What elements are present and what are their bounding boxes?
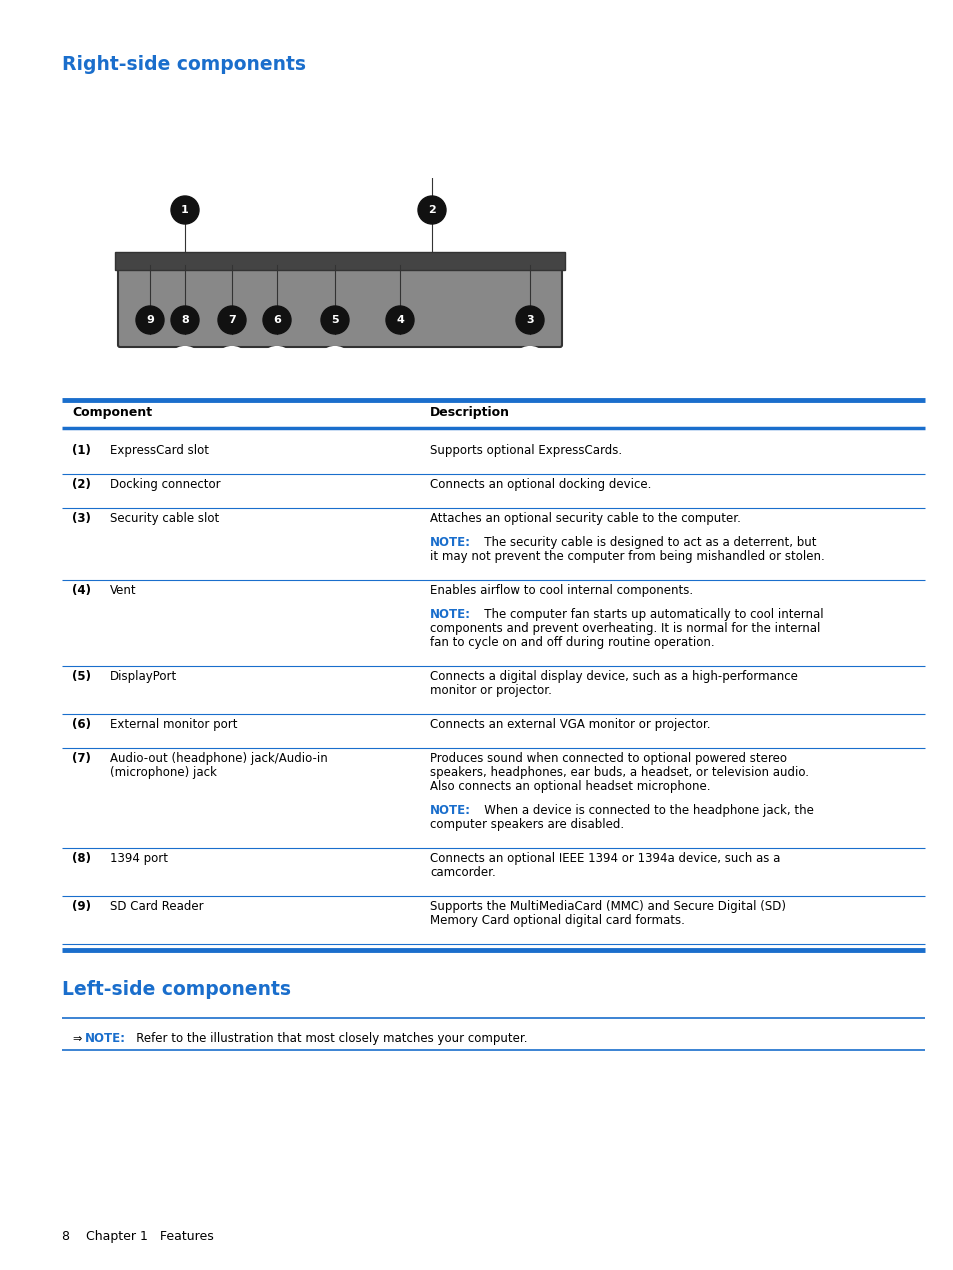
Text: ⇒: ⇒ <box>71 1034 81 1044</box>
Text: monitor or projector.: monitor or projector. <box>430 685 551 697</box>
Text: NOTE:: NOTE: <box>430 608 471 621</box>
Circle shape <box>410 133 454 177</box>
Text: Supports optional ExpressCards.: Supports optional ExpressCards. <box>430 444 621 457</box>
Circle shape <box>386 306 414 334</box>
Text: (7): (7) <box>71 752 91 765</box>
Text: Supports the MultiMediaCard (MMC) and Secure Digital (SD): Supports the MultiMediaCard (MMC) and Se… <box>430 900 785 913</box>
Text: Security cable slot: Security cable slot <box>110 512 219 525</box>
Circle shape <box>171 196 199 224</box>
Text: speakers, headphones, ear buds, a headset, or television audio.: speakers, headphones, ear buds, a headse… <box>430 766 808 779</box>
Text: Attaches an optional security cable to the computer.: Attaches an optional security cable to t… <box>430 512 740 525</box>
Text: (9): (9) <box>71 900 91 913</box>
Circle shape <box>171 306 199 334</box>
Text: Connects an optional IEEE 1394 or 1394a device, such as a: Connects an optional IEEE 1394 or 1394a … <box>430 852 780 865</box>
Text: 5: 5 <box>331 315 338 325</box>
Circle shape <box>136 306 164 334</box>
Text: (2): (2) <box>71 478 91 491</box>
Text: 6: 6 <box>273 315 280 325</box>
Text: SD Card Reader: SD Card Reader <box>110 900 203 913</box>
Circle shape <box>316 347 353 384</box>
Text: (5): (5) <box>71 671 91 683</box>
Text: computer speakers are disabled.: computer speakers are disabled. <box>430 818 623 831</box>
Text: 9: 9 <box>146 315 153 325</box>
Text: 4: 4 <box>395 315 403 325</box>
Text: Docking connector: Docking connector <box>110 478 220 491</box>
Text: Vent: Vent <box>110 584 136 597</box>
Text: Connects an external VGA monitor or projector.: Connects an external VGA monitor or proj… <box>430 718 710 732</box>
Text: (microphone) jack: (microphone) jack <box>110 766 216 779</box>
Text: Description: Description <box>430 406 510 419</box>
Text: (1): (1) <box>71 444 91 457</box>
Circle shape <box>263 306 291 334</box>
Text: (8): (8) <box>71 852 91 865</box>
Text: Refer to the illustration that most closely matches your computer.: Refer to the illustration that most clos… <box>125 1033 527 1045</box>
Text: it may not prevent the computer from being mishandled or stolen.: it may not prevent the computer from bei… <box>430 550 824 563</box>
Text: External monitor port: External monitor port <box>110 718 237 732</box>
Text: NOTE:: NOTE: <box>85 1033 126 1045</box>
Text: fan to cycle on and off during routine operation.: fan to cycle on and off during routine o… <box>430 636 714 649</box>
Text: 8    Chapter 1   Features: 8 Chapter 1 Features <box>62 1231 213 1243</box>
Circle shape <box>516 306 543 334</box>
Text: NOTE:: NOTE: <box>430 804 471 817</box>
Circle shape <box>213 347 250 384</box>
Text: (3): (3) <box>71 512 91 525</box>
Text: 8: 8 <box>181 315 189 325</box>
Circle shape <box>218 306 246 334</box>
Text: The security cable is designed to act as a deterrent, but: The security cable is designed to act as… <box>473 536 816 549</box>
Text: Enables airflow to cool internal components.: Enables airflow to cool internal compone… <box>430 584 693 597</box>
Text: When a device is connected to the headphone jack, the: When a device is connected to the headph… <box>473 804 813 817</box>
Text: 2: 2 <box>428 204 436 215</box>
Text: components and prevent overheating. It is normal for the internal: components and prevent overheating. It i… <box>430 622 820 635</box>
Circle shape <box>417 196 446 224</box>
Text: Connects an optional docking device.: Connects an optional docking device. <box>430 478 651 491</box>
Text: Audio-out (headphone) jack/Audio-in: Audio-out (headphone) jack/Audio-in <box>110 752 328 765</box>
Text: 3: 3 <box>526 315 534 325</box>
Text: Connects a digital display device, such as a high-performance: Connects a digital display device, such … <box>430 671 797 683</box>
Text: DisplayPort: DisplayPort <box>110 671 177 683</box>
Text: The computer fan starts up automatically to cool internal: The computer fan starts up automatically… <box>473 608 822 621</box>
Text: Produces sound when connected to optional powered stereo: Produces sound when connected to optiona… <box>430 752 786 765</box>
Text: camcorder.: camcorder. <box>430 866 496 879</box>
Text: 1394 port: 1394 port <box>110 852 168 865</box>
FancyBboxPatch shape <box>118 263 561 347</box>
Text: Memory Card optional digital card formats.: Memory Card optional digital card format… <box>430 914 684 927</box>
Text: (4): (4) <box>71 584 91 597</box>
Text: (6): (6) <box>71 718 91 732</box>
Text: ExpressCard slot: ExpressCard slot <box>110 444 209 457</box>
Bar <box>115 251 564 271</box>
Circle shape <box>258 347 294 384</box>
Text: 1: 1 <box>181 204 189 215</box>
Text: Left-side components: Left-side components <box>62 980 291 999</box>
Text: Also connects an optional headset microphone.: Also connects an optional headset microp… <box>430 780 710 792</box>
Text: NOTE:: NOTE: <box>430 536 471 549</box>
Circle shape <box>167 347 203 384</box>
Text: 7: 7 <box>228 315 235 325</box>
Circle shape <box>512 347 547 384</box>
Circle shape <box>320 306 349 334</box>
Text: Component: Component <box>71 406 152 419</box>
Text: Right-side components: Right-side components <box>62 55 306 74</box>
